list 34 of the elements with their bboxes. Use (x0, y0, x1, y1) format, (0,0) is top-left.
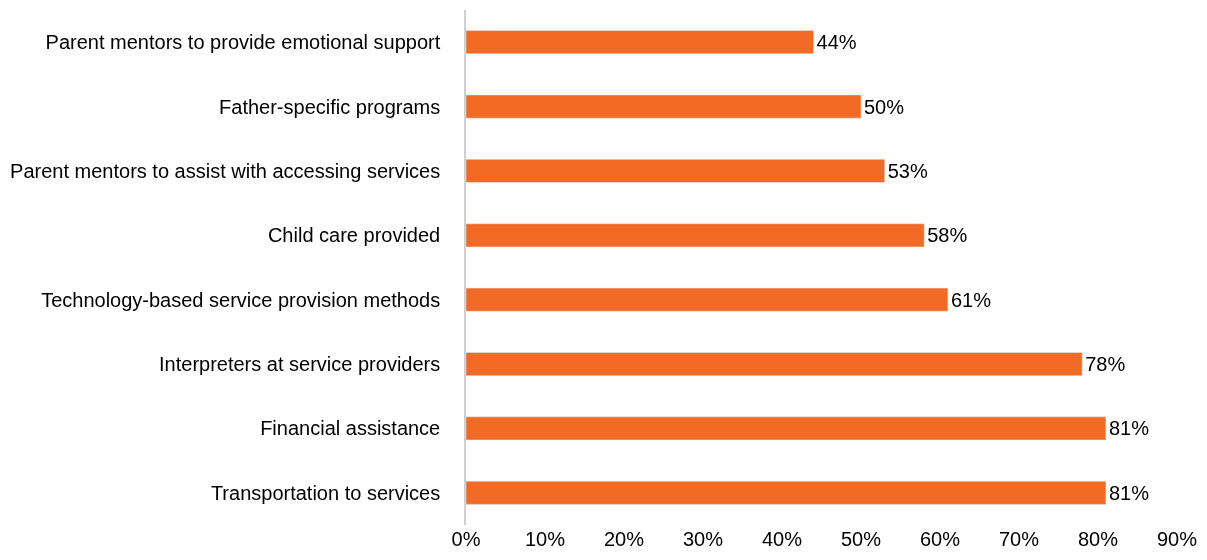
data-label: 44% (816, 31, 857, 54)
y-tick-label: Father-specific programs (219, 95, 441, 118)
data-label: 81% (1108, 417, 1150, 440)
data-label: 78% (1085, 353, 1126, 376)
x-tick-label: 10% (524, 528, 566, 550)
x-tick-label: 70% (998, 528, 1040, 550)
y-tick-label: Financial assistance (260, 417, 441, 440)
data-label: 50% (864, 95, 905, 118)
bar (466, 94, 862, 119)
x-tick-label: 40% (761, 528, 803, 550)
y-tick-label: Child care provided (267, 224, 441, 247)
bar (466, 159, 885, 183)
bar (466, 416, 1107, 441)
data-label: 61% (950, 288, 992, 311)
x-tick-label: 0% (451, 528, 481, 550)
data-label: 81% (1108, 481, 1150, 504)
x-tick-label: 60% (919, 528, 961, 550)
bar (466, 352, 1083, 376)
y-tick-label: Parent mentors to provide emotional support (45, 31, 441, 54)
x-tick-label: 90% (1156, 528, 1198, 550)
y-tick-label: Transportation to services (210, 481, 441, 504)
data-label: 53% (887, 159, 928, 182)
bar (466, 223, 925, 248)
y-tick-label: Interpreters at service providers (159, 353, 441, 376)
x-tick-label: 50% (840, 528, 882, 550)
x-tick-label: 30% (682, 528, 724, 550)
bar (466, 480, 1107, 505)
bar (466, 287, 949, 312)
data-label: 58% (927, 224, 968, 247)
y-tick-label: Technology-based service provision methods (41, 288, 441, 311)
bar (466, 30, 814, 55)
x-tick-label: 20% (603, 528, 645, 550)
y-tick-label: Parent mentors to assist with accessing services (10, 159, 441, 182)
x-tick-label: 80% (1077, 528, 1119, 550)
